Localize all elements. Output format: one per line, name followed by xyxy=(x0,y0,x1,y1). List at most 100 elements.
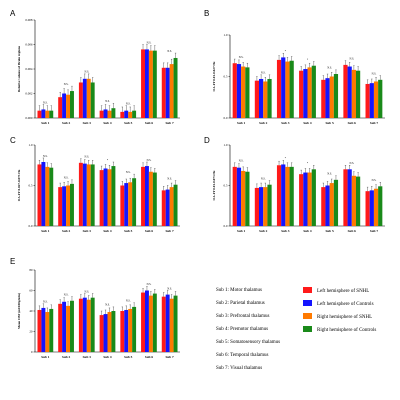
bar xyxy=(378,186,383,226)
y-tick-label: 0.0 xyxy=(29,224,33,228)
significance-label: N.S. xyxy=(43,301,48,304)
y-tick-label: 0.0 xyxy=(224,116,228,120)
bar xyxy=(232,166,237,226)
bar xyxy=(281,164,286,226)
bar xyxy=(311,169,316,226)
bar xyxy=(90,297,95,352)
y-axis-label: OA-FF 0.01-0.073 Hz xyxy=(212,170,216,200)
bar xyxy=(351,175,356,226)
y-tick-label: 80 xyxy=(29,268,33,272)
bar xyxy=(78,82,83,118)
panel-letter: B xyxy=(204,9,209,18)
bar xyxy=(58,187,63,226)
significance-label: N.S. xyxy=(349,58,354,61)
bar xyxy=(99,110,104,118)
x-tick-label: Sub 2 xyxy=(259,229,268,233)
bar xyxy=(120,111,125,118)
bar xyxy=(289,166,294,226)
significance-label: N.S. xyxy=(126,171,131,174)
bar xyxy=(173,295,178,352)
chart-panel-a: A 0.000 0.002 0.004 0.006 0.008 Relative volum… xyxy=(10,9,180,125)
bar xyxy=(107,110,112,118)
bar xyxy=(343,169,348,226)
bar xyxy=(307,67,312,118)
x-tick-label: Sub 1 xyxy=(237,121,246,125)
significance-label: N.S. xyxy=(327,173,332,176)
bar xyxy=(169,298,174,352)
bar xyxy=(276,59,282,118)
significance-label: * xyxy=(285,157,287,160)
bar xyxy=(120,185,125,226)
bar xyxy=(41,162,46,226)
bar xyxy=(37,309,42,352)
x-tick-label: Sub 5 xyxy=(326,229,335,233)
bar xyxy=(303,172,308,226)
y-axis-label: Relative volume of Brain regions xyxy=(17,45,21,92)
bar xyxy=(58,303,63,352)
bar xyxy=(232,63,237,118)
bar xyxy=(152,50,157,118)
subregion-label: Sub 1: Motor thalamus xyxy=(216,288,262,293)
bar xyxy=(58,97,63,118)
bar xyxy=(285,166,290,226)
bar xyxy=(169,64,174,118)
bar xyxy=(351,69,356,118)
bar xyxy=(236,64,242,118)
significance-label: N.S. xyxy=(43,101,48,104)
bar xyxy=(45,110,50,118)
bar xyxy=(161,296,166,352)
panel-letter: C xyxy=(10,136,16,145)
bar xyxy=(78,298,83,352)
bar xyxy=(86,299,91,352)
bar xyxy=(236,167,242,226)
significance-label: N.S. xyxy=(327,67,332,70)
legend-swatch-controls-left xyxy=(303,300,312,306)
bar xyxy=(267,78,272,118)
bar xyxy=(86,78,91,118)
bar xyxy=(303,69,308,118)
x-tick-label: Sub 2 xyxy=(62,121,71,125)
x-tick-label: Sub 4 xyxy=(303,229,312,233)
subregion-legend: Sub 1: Motor thalamus Sub 2: Parietal th… xyxy=(216,288,280,371)
significance-label: N.S. xyxy=(84,156,89,159)
x-tick-label: Sub 5 xyxy=(326,121,335,125)
bar xyxy=(141,166,145,226)
y-axis-label: OA-FF 0.01-0.027 Hz xyxy=(212,61,216,91)
bar xyxy=(355,176,361,226)
chart-panel-c: C 0.0 0.5 1.0 OA-FF 0.027-0.073 Hz N.S. Sub 1 N… xyxy=(10,136,180,233)
y-tick-label: 60 xyxy=(29,289,33,293)
bar xyxy=(325,185,330,226)
bar xyxy=(373,81,379,118)
bar xyxy=(70,91,74,118)
legend: Sub 1: Motor thalamus Sub 2: Parietal th… xyxy=(216,287,376,371)
bar xyxy=(148,171,153,226)
bar xyxy=(66,94,71,118)
bar xyxy=(285,61,290,118)
bar xyxy=(128,111,133,118)
bar xyxy=(281,57,286,118)
y-tick-label: 0.5 xyxy=(224,75,228,79)
bar xyxy=(82,297,87,352)
bar xyxy=(289,60,294,118)
bar xyxy=(245,67,250,118)
bar xyxy=(49,110,54,118)
bar xyxy=(41,109,46,118)
x-tick-label: Sub 5 xyxy=(124,355,133,359)
x-tick-label: Sub 5 xyxy=(124,121,133,125)
bar xyxy=(90,164,95,226)
legend-label: Left hemisphere of Controls xyxy=(317,302,374,307)
bar xyxy=(124,309,129,352)
x-tick-label: Sub 3 xyxy=(83,355,92,359)
bar xyxy=(355,70,361,118)
subregion-label: Sub 6: Temporal thalamus xyxy=(216,353,269,358)
x-tick-label: Sub 3 xyxy=(83,121,92,125)
legend-swatch-snhl-right xyxy=(303,313,312,319)
bar xyxy=(132,178,137,226)
significance-label: N.S. xyxy=(167,177,172,180)
bar xyxy=(169,187,174,226)
bar xyxy=(82,163,87,226)
bar xyxy=(103,314,108,352)
bar xyxy=(259,187,264,226)
chart-panels: A 0.000 0.002 0.004 0.006 0.008 Relative volum… xyxy=(10,9,385,359)
bar xyxy=(62,301,67,352)
